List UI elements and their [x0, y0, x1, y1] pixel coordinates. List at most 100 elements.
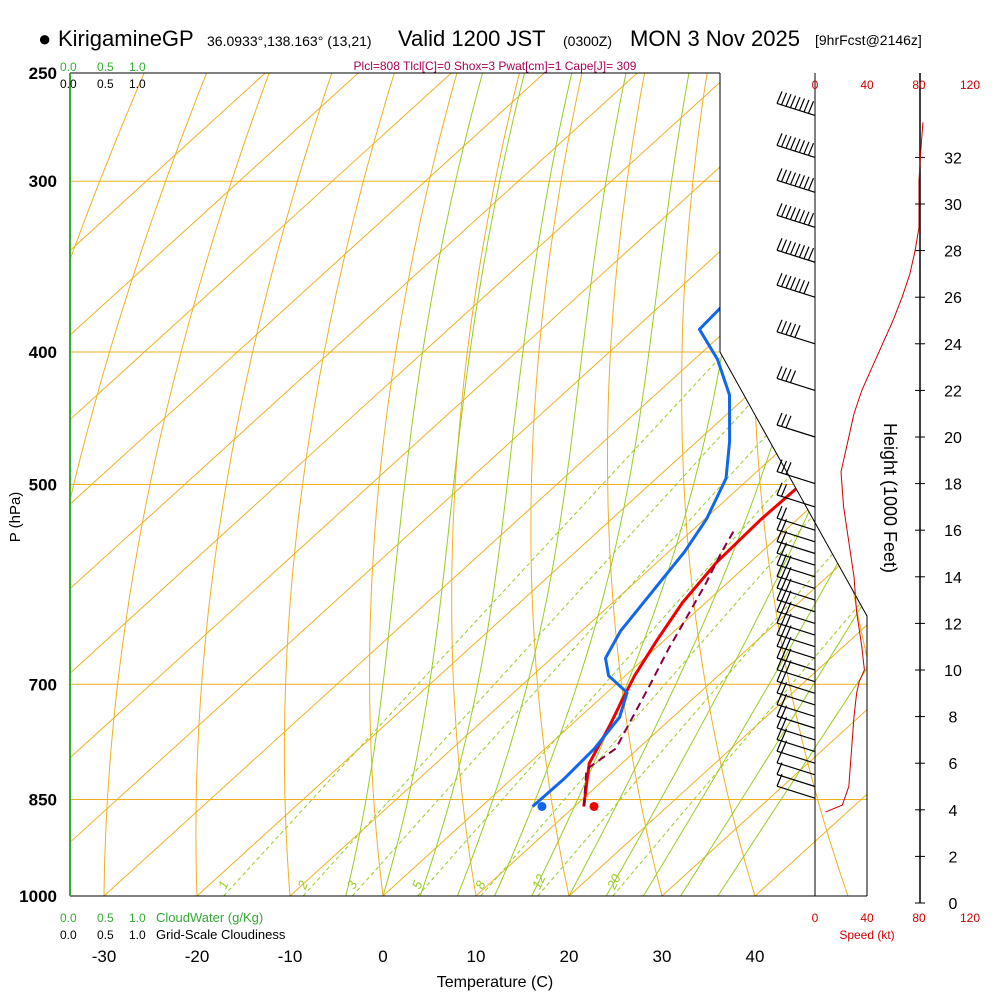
pressure-tick-label: 300: [29, 172, 57, 191]
height-tick-label: 10: [944, 663, 962, 680]
wind-barb-flag: [776, 91, 783, 104]
speed-tick-top: 120: [960, 78, 980, 92]
wind-barb-flag: [780, 204, 788, 217]
mixing-ratio-line: [223, 351, 726, 896]
dry-adiabat: [530, 73, 583, 896]
temperature-tick-label: -10: [278, 947, 303, 966]
cloud-scale-top-green: 0.0: [60, 60, 77, 74]
cloud-scale-top-black: 0.0: [60, 77, 77, 91]
wind-barb-staff: [776, 610, 816, 624]
wind-barb: [776, 203, 816, 228]
height-tick-label: 14: [944, 570, 962, 587]
wind-barb-staff: [776, 657, 816, 671]
dry-adiabat: [369, 73, 458, 896]
isotherm-line: [70, 73, 824, 759]
right-axis-label: Height (1000 Feet): [880, 423, 900, 573]
wind-barb-flag: [794, 278, 801, 292]
moist-adiabat: [680, 596, 867, 896]
speed-tick-bottom: 120: [960, 911, 980, 925]
wind-barb-staff: [776, 564, 816, 578]
wind-barb: [776, 366, 816, 391]
wind-barb-flag: [807, 142, 815, 156]
wind-barb: [776, 319, 816, 345]
wind-barb-flag: [794, 138, 801, 152]
cloud-scale-bottom-green: 0.0: [60, 911, 77, 925]
wind-barb-flag: [803, 211, 810, 224]
wind-barb: [776, 238, 816, 263]
isotherm-line: [70, 73, 731, 674]
cloud-scale-bottom-green: 1.0: [129, 911, 146, 925]
pressure-tick-label: 850: [29, 791, 57, 810]
moist-adiabat: [494, 73, 690, 896]
temperature-tick-label: 0: [378, 947, 387, 966]
wind-barb: [776, 482, 816, 508]
wind-barb: [776, 459, 816, 485]
wind-barb-flag: [780, 507, 788, 520]
height-tick-label: 32: [944, 150, 962, 167]
wind-barb-flag: [798, 210, 806, 223]
wind-barb-flag: [780, 92, 788, 106]
wind-barb-flag: [798, 175, 806, 188]
wind-barb-staff: [776, 424, 816, 438]
dewpoint-surface-point: [537, 801, 547, 811]
wind-barb-staff: [776, 179, 816, 193]
temperature-profile: [582, 433, 867, 807]
wind-barb-flag: [776, 366, 783, 379]
wind-barb-flag: [776, 412, 783, 426]
wind-barb-flag: [776, 272, 783, 286]
isotherm-line: [661, 708, 867, 896]
height-tick-label: 4: [949, 803, 958, 820]
wind-barb-flag: [785, 205, 792, 219]
moist-adiabat: [717, 667, 867, 896]
wind-barb-staff: [776, 331, 816, 345]
height-tick-label: 16: [944, 523, 962, 540]
height-tick-label: 24: [944, 337, 962, 354]
isotherm-line: [289, 370, 867, 896]
wind-barb-flag: [798, 98, 806, 111]
wind-panel-boundary: [719, 73, 868, 896]
wind-barb-flag: [789, 323, 797, 337]
wind-barb-staff: [776, 634, 816, 648]
pressure-tick-label: 500: [29, 476, 57, 495]
dry-adiabat: [451, 73, 521, 896]
valid-date: MON 3 Nov 2025: [630, 26, 800, 51]
wind-barb-flag: [798, 245, 806, 258]
wind-barb-flag: [776, 459, 783, 472]
wind-barb-flag: [789, 242, 797, 255]
wind-barb-flag: [785, 322, 792, 335]
wind-speed-profile: [825, 122, 924, 813]
cloud-scale-bottom-black: 0.0: [60, 928, 77, 942]
station-marker: ●: [38, 26, 52, 51]
wind-barb-flag: [780, 320, 788, 334]
height-tick-label: 8: [949, 710, 958, 727]
speed-tick-bottom: 40: [860, 911, 874, 925]
temperature-tick-label: 20: [560, 947, 579, 966]
height-tick-label: 12: [944, 616, 962, 633]
wind-barb-flag: [803, 176, 810, 189]
pressure-tick-label: 1000: [19, 887, 57, 906]
height-tick-label: 0: [949, 896, 958, 913]
wind-barb-staff: [776, 750, 816, 764]
wind-barb-staff: [776, 622, 816, 636]
moist-adiabat: [419, 73, 573, 896]
isotherm-line: [196, 286, 867, 896]
dry-adiabat: [103, 73, 270, 896]
dry-adiabat: [956, 49, 1000, 896]
speed-axis-label: Speed (kt): [839, 928, 894, 942]
wind-barb-staff: [776, 575, 816, 590]
height-tick-label: 22: [944, 383, 962, 400]
cloud-water-label: CloudWater (g/Kg): [156, 910, 263, 925]
wind-barb-staff: [776, 715, 816, 729]
wind-barb-staff: [776, 680, 816, 694]
wind-barb-staff: [776, 669, 816, 683]
wind-barb-flag: [785, 94, 792, 107]
wind-barb-flag: [807, 212, 815, 226]
moist-adiabat: [605, 373, 867, 896]
height-tick-label: 26: [944, 290, 962, 307]
wind-barb-flag: [789, 95, 797, 108]
y-axis-label: P (hPa): [7, 492, 24, 543]
parcel-profile: [582, 529, 736, 807]
wind-barb-staff: [776, 249, 816, 263]
temperature-tick-label: -20: [185, 947, 210, 966]
wind-barb-flag: [798, 279, 806, 293]
